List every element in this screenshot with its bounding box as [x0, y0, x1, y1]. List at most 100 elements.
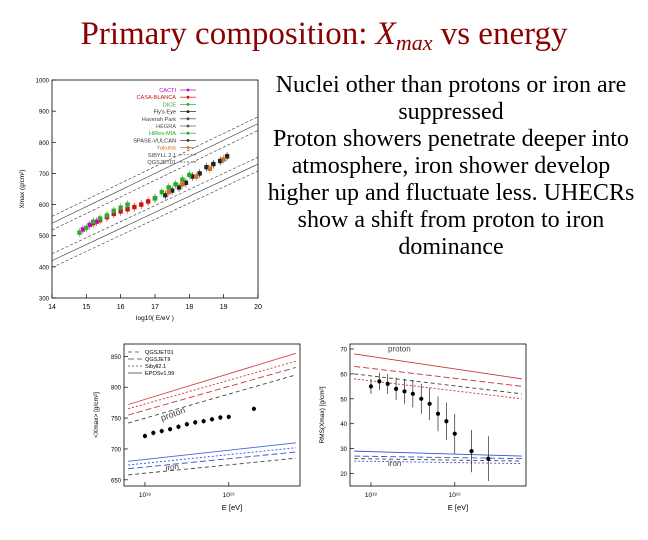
model-line [354, 460, 522, 465]
title-subscript: max [395, 30, 433, 55]
data-point [118, 205, 123, 210]
title-x: X [375, 16, 396, 52]
x-tick-label: 19 [220, 304, 228, 311]
legend-label: QGSJETII [145, 357, 171, 363]
data-point [180, 177, 185, 182]
legend-label: CACTI [159, 88, 176, 94]
legend-label: Fly's Eye [153, 110, 176, 116]
y-tick-label: 800 [39, 141, 50, 147]
y-tick-label: 60 [340, 372, 347, 378]
y-tick-label: 30 [340, 447, 347, 453]
legend-label: QGSJET01 [147, 160, 176, 166]
y-axis-label: RMS(Xmax) [g/cm²] [319, 386, 326, 443]
data-point [166, 185, 171, 190]
data-point [167, 427, 173, 432]
x-axis-label: log10( E/eV ) [136, 315, 174, 322]
y-tick-label: 1000 [36, 79, 50, 85]
data-point [125, 202, 130, 207]
data-point [435, 411, 441, 416]
x-tick-label: 10¹⁹ [223, 492, 235, 499]
data-point [385, 381, 390, 386]
data-point [184, 422, 189, 427]
title-tail: vs energy [432, 16, 568, 52]
data-point [377, 379, 382, 384]
legend-marker [186, 146, 190, 149]
legend-label: SPASE-VULCAN [133, 138, 176, 144]
legend-marker [186, 117, 190, 121]
data-point [221, 157, 226, 162]
model-line [128, 442, 296, 462]
iron-annotation: iron [165, 462, 179, 473]
data-point [193, 420, 198, 425]
y-tick-label: 700 [111, 447, 122, 453]
data-point [402, 389, 407, 394]
x-tick-label: 10¹⁹ [449, 492, 461, 499]
data-point [111, 208, 116, 213]
data-point [201, 419, 206, 424]
data-point [469, 449, 474, 454]
data-point [104, 213, 110, 218]
data-point [166, 189, 171, 195]
y-tick-label: 300 [39, 297, 50, 303]
legend-marker [186, 103, 190, 106]
data-point [91, 219, 96, 224]
data-point [251, 406, 257, 411]
data-point [180, 182, 185, 187]
data-point [163, 193, 168, 198]
x-tick-label: 16 [117, 304, 125, 311]
y-tick-label: 50 [340, 397, 347, 403]
data-point [197, 171, 202, 176]
legend-label: DICE [163, 102, 177, 108]
legend-label: HiRes-MIA [149, 131, 176, 137]
data-point [84, 225, 89, 231]
data-point [187, 172, 192, 178]
model-line [354, 378, 522, 400]
data-point [80, 227, 86, 232]
data-point [486, 456, 491, 461]
y-axis-label: Xmax (g/cm²) [19, 170, 26, 209]
data-point [419, 396, 424, 401]
xmax-vs-energy-chart: 14 15 16 17 18 19 20 300 400 500 600 700 800 900 1000 l… [19, 79, 262, 323]
model-line [128, 447, 296, 466]
plot-frame [123, 343, 301, 487]
model-line [354, 365, 522, 387]
model-line [354, 373, 522, 395]
legend-label: Haverah Park [142, 117, 176, 123]
model-line [128, 352, 296, 405]
bullet-text-block: Nuclei other than protons or iron are su… [262, 72, 640, 261]
legend-marker [186, 88, 190, 92]
model-line-proton [51, 123, 259, 224]
model-line-proton [51, 116, 259, 217]
legend-marker [186, 131, 190, 135]
slide-title: Primary composition: Xmax vs energy [0, 16, 648, 56]
y-tick-label: 900 [39, 110, 50, 116]
data-point [226, 414, 231, 419]
y-tick-label: 70 [340, 347, 347, 353]
data-point [176, 185, 182, 190]
plot-frame [349, 343, 527, 487]
data-point [173, 182, 178, 187]
legend-marker [186, 139, 190, 142]
data-point [224, 154, 230, 159]
y-tick-label: 750 [111, 417, 122, 423]
y-tick-label: 800 [111, 386, 122, 392]
model-line-iron [51, 163, 259, 261]
data-point [77, 230, 82, 235]
data-point [183, 180, 189, 185]
rms-xmax-chart: 20 30 40 50 60 70 10¹⁸ 10¹⁹ E [eV] RMS(Xmax) [g/c… [319, 343, 527, 512]
y-tick-label: 40 [340, 422, 347, 428]
data-point [151, 430, 156, 436]
data-point [145, 199, 151, 204]
x-tick-label: 20 [254, 304, 262, 311]
data-point [152, 196, 158, 201]
data-point [125, 207, 130, 212]
y-axis-label: <Xmax> [g/cm²] [93, 392, 100, 438]
x-tick-label: 14 [48, 304, 56, 311]
iron-annotation: iron [388, 459, 401, 468]
data-point [427, 401, 432, 406]
model-line [354, 458, 522, 462]
legend-label: QGSJET01 [145, 350, 174, 356]
data-point [87, 222, 92, 228]
model-line [128, 457, 296, 476]
x-tick-label: 17 [151, 304, 159, 311]
